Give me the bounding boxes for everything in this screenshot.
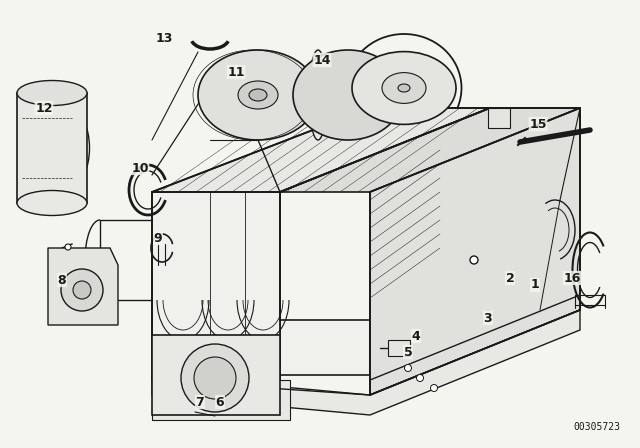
Ellipse shape — [431, 384, 438, 392]
Ellipse shape — [238, 81, 278, 109]
Ellipse shape — [194, 357, 236, 399]
Text: 00305723: 00305723 — [573, 422, 620, 432]
Ellipse shape — [17, 81, 87, 105]
Polygon shape — [48, 248, 118, 325]
Text: 13: 13 — [156, 31, 173, 44]
Ellipse shape — [249, 89, 267, 101]
Ellipse shape — [65, 244, 71, 250]
Text: 9: 9 — [154, 232, 163, 245]
Polygon shape — [388, 340, 410, 356]
Polygon shape — [17, 93, 87, 203]
Ellipse shape — [198, 50, 318, 140]
Ellipse shape — [181, 344, 249, 412]
Ellipse shape — [398, 84, 410, 92]
Text: 2: 2 — [506, 271, 515, 284]
Text: 12: 12 — [35, 102, 52, 115]
Ellipse shape — [17, 190, 87, 215]
Text: 14: 14 — [313, 53, 331, 66]
Text: 5: 5 — [404, 345, 412, 358]
Ellipse shape — [61, 269, 103, 311]
Polygon shape — [152, 380, 290, 420]
Text: 3: 3 — [484, 311, 492, 324]
Polygon shape — [152, 335, 280, 415]
Text: 11: 11 — [227, 65, 244, 78]
Ellipse shape — [309, 50, 327, 140]
Text: 15: 15 — [529, 117, 547, 130]
Ellipse shape — [73, 281, 91, 299]
Ellipse shape — [352, 52, 456, 125]
Ellipse shape — [382, 73, 426, 103]
Polygon shape — [280, 108, 580, 192]
Text: 4: 4 — [412, 329, 420, 343]
Polygon shape — [488, 108, 510, 128]
Text: 10: 10 — [131, 161, 148, 175]
Polygon shape — [152, 108, 490, 192]
Polygon shape — [152, 310, 580, 415]
Text: 6: 6 — [216, 396, 224, 409]
Text: 16: 16 — [563, 271, 580, 284]
Text: 8: 8 — [58, 273, 67, 287]
Polygon shape — [370, 108, 580, 395]
Ellipse shape — [404, 365, 412, 371]
Text: 1: 1 — [531, 279, 540, 292]
Text: 7: 7 — [196, 396, 204, 409]
Ellipse shape — [470, 256, 478, 264]
Ellipse shape — [417, 375, 424, 382]
Ellipse shape — [293, 50, 403, 140]
Polygon shape — [152, 192, 370, 375]
